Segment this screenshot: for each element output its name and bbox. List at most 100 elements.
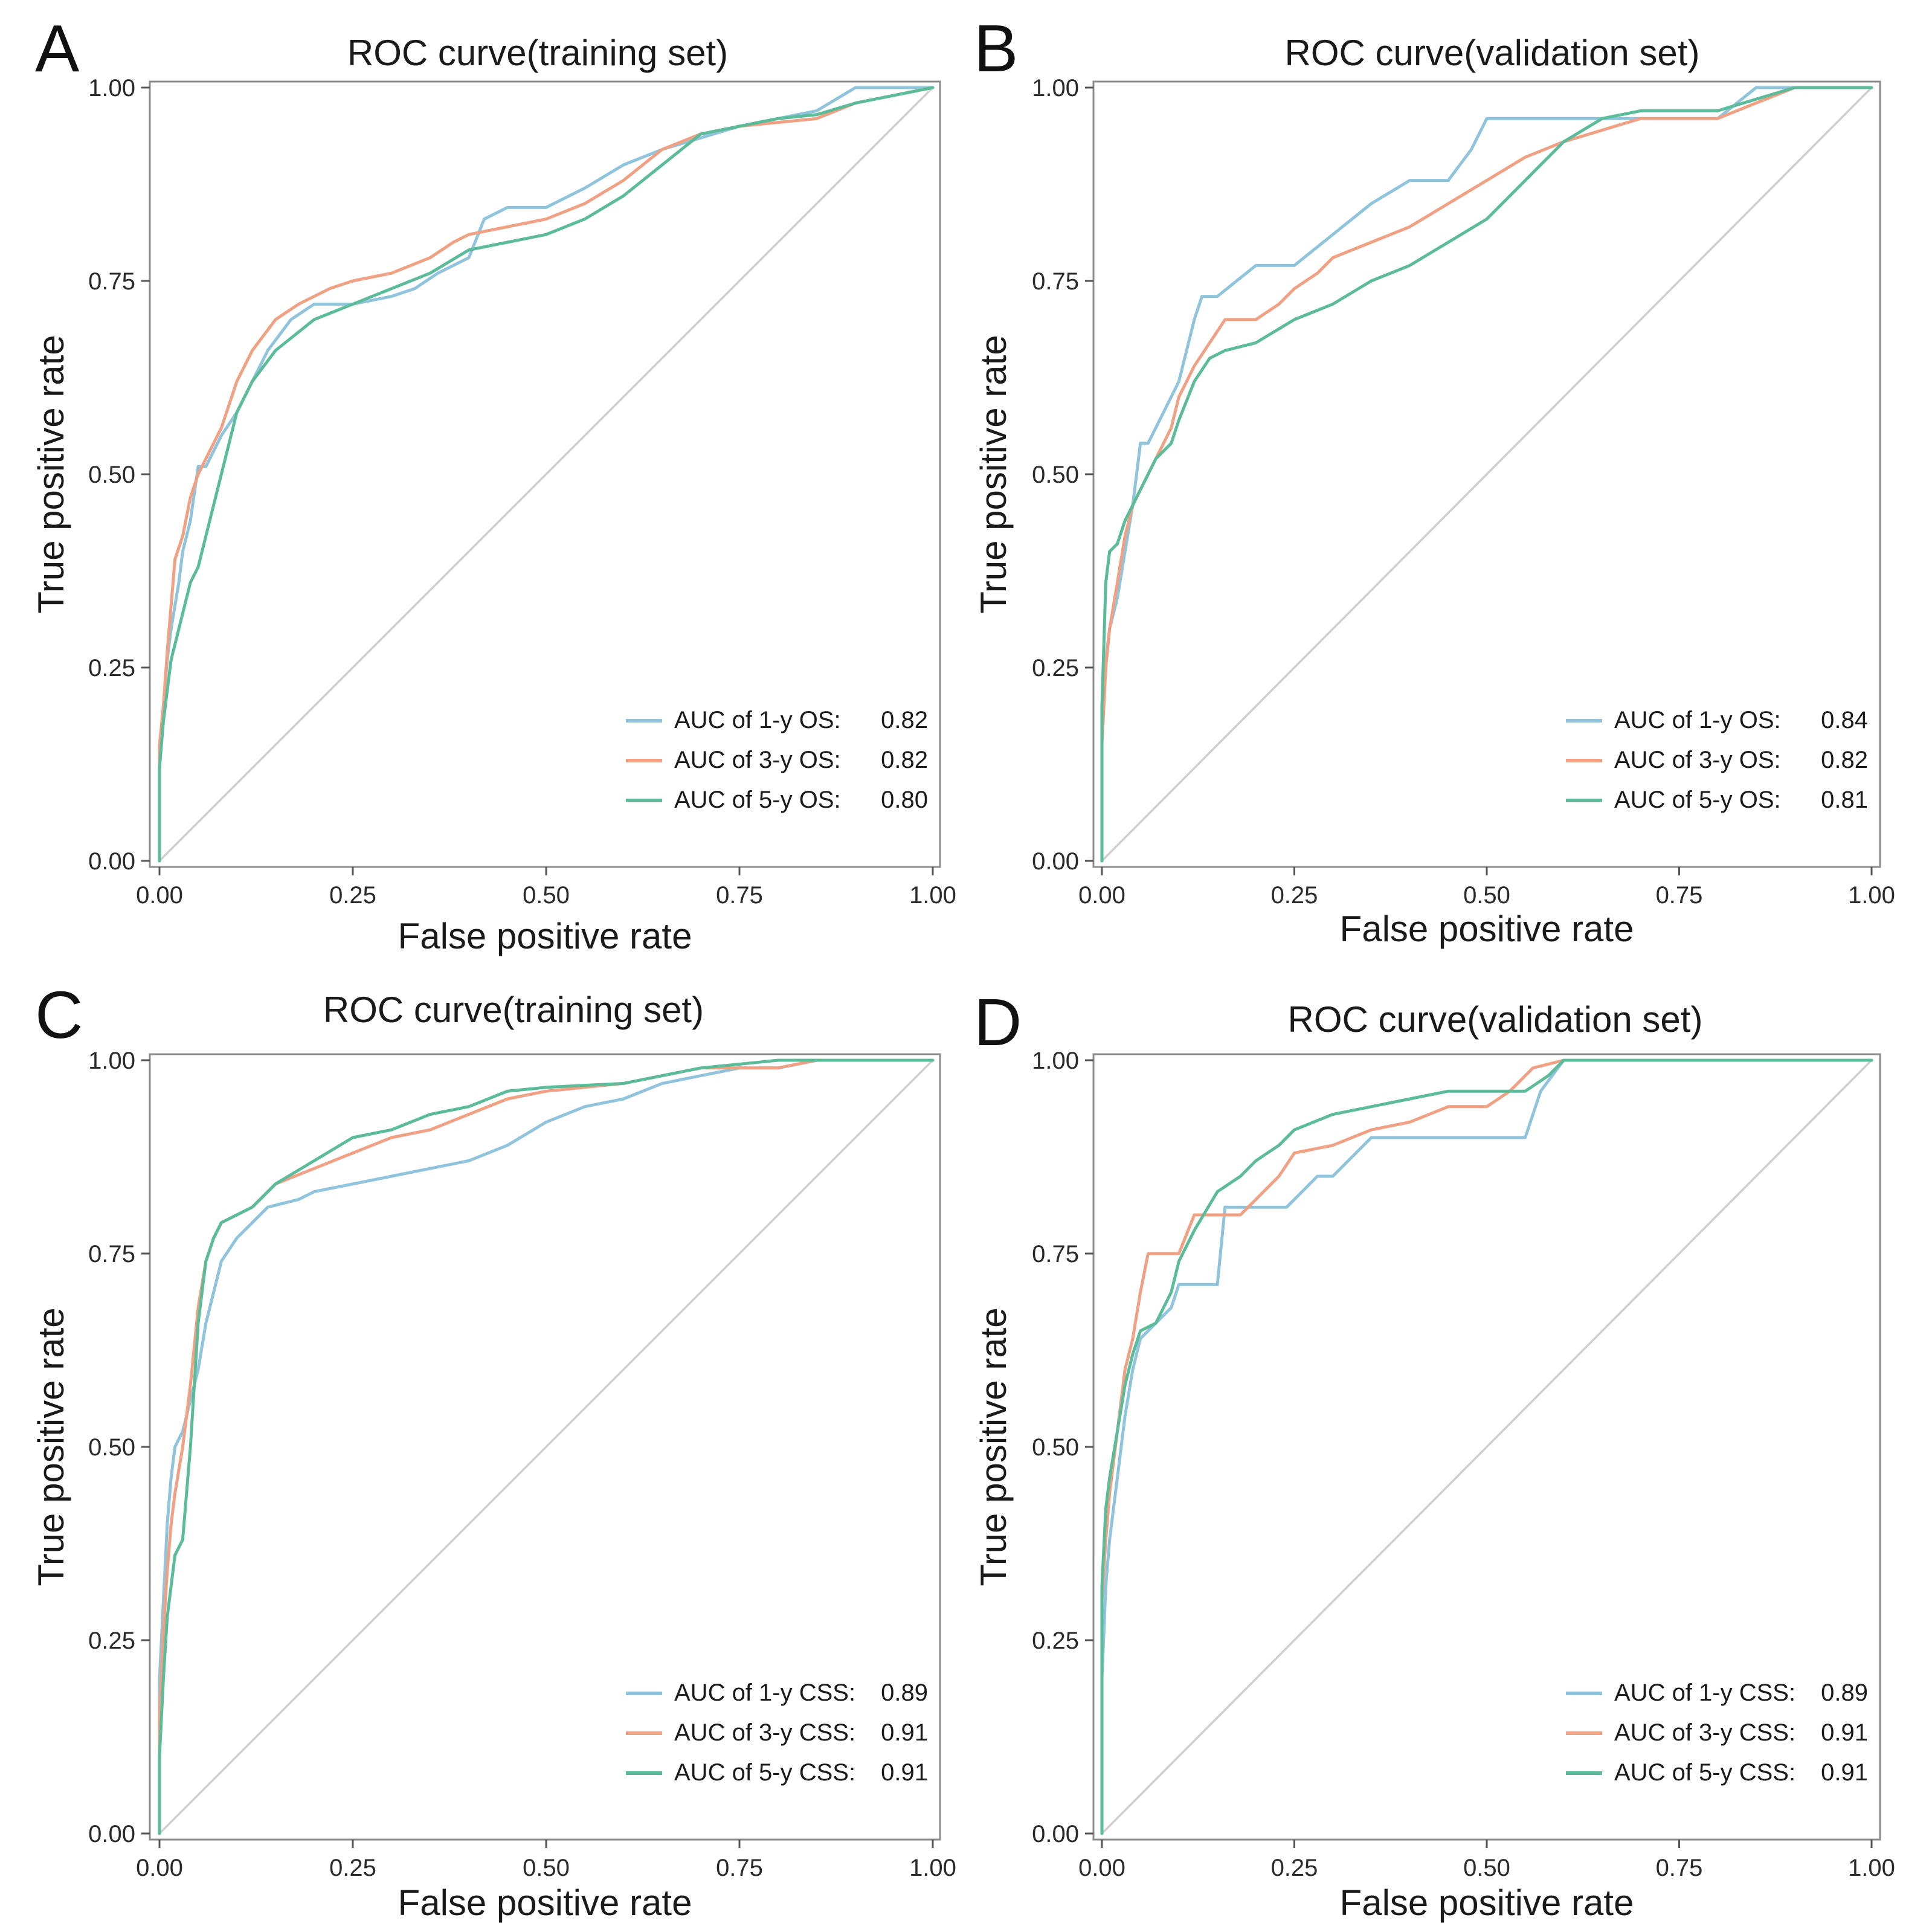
- legend-label: AUC of 5-y OS:: [674, 787, 841, 813]
- legend: AUC of 1-y OS: 0.82 AUC of 3-y OS: 0.82 AUC …: [626, 707, 928, 813]
- legend-label: AUC of 1-y OS:: [1614, 707, 1781, 733]
- y-tick-label: 0.50: [1032, 462, 1079, 488]
- x-tick-label: 0.75: [716, 882, 763, 909]
- y-tick-label: 1.00: [88, 1048, 135, 1074]
- chart-title: ROC curve(training set): [323, 990, 704, 1030]
- legend-label: AUC of 5-y CSS:: [1614, 1759, 1795, 1786]
- x-tick-label: 0.25: [329, 882, 376, 909]
- legend: AUC of 1-y OS: 0.84 AUC of 3-y OS: 0.82 AUC …: [1566, 707, 1868, 813]
- panel-letter: C: [35, 978, 83, 1052]
- legend-auc-value: 0.84: [1821, 707, 1868, 733]
- legend-label: AUC of 1-y OS:: [674, 707, 841, 733]
- legend-auc-value: 0.81: [1821, 787, 1868, 813]
- x-tick-label: 0.50: [1463, 1855, 1510, 1881]
- y-tick-label: 0.50: [1032, 1434, 1079, 1461]
- chart-title: ROC curve(validation set): [1288, 999, 1703, 1040]
- roc-panel-a: A ROC curve(training set) 0.00 0.25 0.50 0.75…: [31, 11, 956, 956]
- y-tick-label: 0.00: [1032, 848, 1079, 875]
- y-tick-label: 0.75: [1032, 1241, 1079, 1267]
- legend: AUC of 1-y CSS: 0.89 AUC of 3-y CSS: 0.91 AU…: [1566, 1679, 1868, 1786]
- roc-panel-d: D ROC curve(validation set) 0.00 0.25 0.50 0.…: [973, 985, 1895, 1923]
- legend-label: AUC of 5-y OS:: [1614, 787, 1781, 813]
- legend-auc-value: 0.91: [881, 1759, 928, 1786]
- x-tick-label: 1.00: [1848, 882, 1895, 909]
- x-tick-label: 1.00: [909, 882, 956, 909]
- legend-label: AUC of 3-y OS:: [1614, 747, 1781, 773]
- legend-label: AUC of 3-y OS:: [674, 747, 841, 773]
- reference-diagonal: [1101, 1059, 1873, 1835]
- legend-label: AUC of 1-y CSS:: [1614, 1679, 1795, 1706]
- x-tick-label: 0.50: [1463, 882, 1510, 909]
- x-tick-label: 0.50: [523, 1855, 570, 1881]
- y-tick-label: 0.00: [1032, 1821, 1079, 1847]
- y-tick-label: 0.75: [88, 1241, 135, 1267]
- legend-label: AUC of 5-y CSS:: [674, 1759, 855, 1786]
- x-tick-label: 0.50: [523, 882, 570, 909]
- y-tick-label: 0.25: [1032, 655, 1079, 681]
- panel-letter: D: [974, 985, 1022, 1060]
- x-axis-label: False positive rate: [1340, 909, 1634, 949]
- y-tick-label: 0.00: [88, 1821, 135, 1847]
- legend-auc-value: 0.82: [1821, 747, 1868, 773]
- y-tick-label: 1.00: [88, 75, 135, 101]
- legend: AUC of 1-y CSS: 0.89 AUC of 3-y CSS: 0.91 AU…: [626, 1679, 928, 1786]
- x-tick-label: 0.00: [1078, 1855, 1125, 1881]
- legend-label: AUC of 3-y CSS:: [1614, 1719, 1795, 1746]
- x-tick-label: 1.00: [909, 1855, 956, 1881]
- legend-auc-value: 0.82: [881, 747, 928, 773]
- legend-label: AUC of 3-y CSS:: [674, 1719, 855, 1746]
- x-tick-label: 0.00: [136, 882, 183, 909]
- y-tick-label: 0.50: [88, 1434, 135, 1461]
- y-axis-label: True positive rate: [31, 335, 71, 613]
- legend-auc-value: 0.89: [1821, 1679, 1868, 1706]
- y-tick-label: 0.75: [1032, 268, 1079, 295]
- legend-auc-value: 0.80: [881, 787, 928, 813]
- x-tick-label: 0.25: [329, 1855, 376, 1881]
- roc-curve-series-1: [158, 1058, 935, 1835]
- y-tick-label: 0.25: [88, 655, 135, 681]
- roc-curve-series-3: [1100, 1058, 1873, 1835]
- y-tick-label: 0.25: [1032, 1628, 1079, 1654]
- chart-title: ROC curve(training set): [347, 33, 728, 73]
- x-tick-label: 0.25: [1271, 882, 1318, 909]
- legend-auc-value: 0.89: [881, 1679, 928, 1706]
- x-tick-label: 0.75: [1656, 882, 1703, 909]
- legend-label: AUC of 1-y CSS:: [674, 1679, 855, 1706]
- roc-curve-series-2: [1100, 1058, 1873, 1835]
- y-axis-label: True positive rate: [973, 1307, 1014, 1586]
- legend-auc-value: 0.91: [1821, 1719, 1868, 1746]
- panel-letter: B: [974, 11, 1018, 86]
- y-tick-label: 1.00: [1032, 75, 1079, 101]
- roc-curve-series-3: [158, 86, 935, 863]
- y-tick-label: 0.75: [88, 268, 135, 295]
- roc-panel-b: B ROC curve(validation set) 0.00 0.25 0.50 0.…: [973, 11, 1895, 949]
- y-axis-label: True positive rate: [31, 1307, 71, 1586]
- reference-diagonal: [158, 86, 934, 862]
- reference-diagonal: [158, 1059, 934, 1835]
- y-tick-label: 0.50: [88, 462, 135, 488]
- legend-auc-value: 0.82: [881, 707, 928, 733]
- x-axis-label: False positive rate: [398, 1882, 692, 1923]
- roc-curve-series-2: [1100, 86, 1873, 863]
- panel-letter: A: [35, 11, 80, 86]
- x-tick-label: 0.25: [1271, 1855, 1318, 1881]
- y-tick-label: 0.00: [88, 848, 135, 875]
- y-tick-label: 1.00: [1032, 1048, 1079, 1074]
- chart-title: ROC curve(validation set): [1285, 33, 1700, 73]
- x-tick-label: 0.75: [716, 1855, 763, 1881]
- x-tick-label: 1.00: [1848, 1855, 1895, 1881]
- legend-auc-value: 0.91: [1821, 1759, 1868, 1786]
- y-tick-label: 0.25: [88, 1628, 135, 1654]
- legend-auc-value: 0.91: [881, 1719, 928, 1746]
- roc-curve-series-3: [1100, 86, 1873, 863]
- x-tick-label: 0.00: [1078, 882, 1125, 909]
- reference-diagonal: [1101, 86, 1873, 862]
- y-axis-label: True positive rate: [973, 335, 1014, 613]
- x-axis-label: False positive rate: [398, 916, 692, 956]
- roc-curve-series-3: [158, 1058, 935, 1835]
- x-tick-label: 0.75: [1656, 1855, 1703, 1881]
- roc-panel-c: C ROC curve(training set) 0.00 0.25 0.50 0.75…: [31, 978, 956, 1923]
- x-tick-label: 0.00: [136, 1855, 183, 1881]
- x-axis-label: False positive rate: [1340, 1882, 1634, 1923]
